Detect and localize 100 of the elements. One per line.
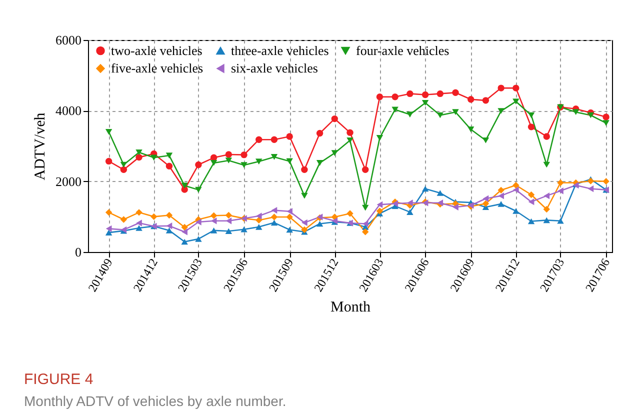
point [301, 226, 308, 234]
point [528, 124, 535, 130]
point [512, 84, 520, 92]
point [406, 209, 414, 215]
point [210, 228, 218, 234]
text: FIGURE 4 [24, 371, 94, 388]
point [346, 210, 354, 217]
y-tick-label: 6000 [56, 32, 82, 48]
point [362, 228, 369, 236]
point [105, 128, 112, 135]
point [166, 222, 172, 230]
point [467, 126, 474, 132]
point [302, 219, 308, 226]
point [362, 204, 369, 211]
point [136, 154, 142, 161]
point [210, 212, 218, 219]
point [150, 213, 158, 220]
point [346, 137, 354, 144]
point [195, 161, 202, 168]
point [210, 160, 218, 166]
point [422, 91, 429, 98]
y-tick-label: 4000 [56, 103, 82, 118]
point [543, 133, 550, 140]
point [182, 228, 188, 236]
point [181, 186, 188, 193]
point [196, 218, 202, 226]
point [602, 114, 610, 120]
point [225, 212, 232, 219]
point [406, 112, 414, 118]
point [572, 109, 580, 115]
point [498, 201, 504, 207]
point [543, 206, 550, 213]
legend-label: six-axle vehicles [231, 60, 318, 76]
point [316, 220, 324, 227]
point [376, 134, 384, 141]
point [557, 179, 564, 186]
x-axis-title: Month [330, 300, 371, 316]
point [498, 84, 504, 92]
point [362, 166, 369, 174]
point [105, 209, 112, 216]
point [392, 106, 398, 113]
point [392, 94, 398, 100]
point [270, 214, 278, 220]
point [286, 214, 293, 220]
point [225, 228, 232, 234]
point [588, 185, 594, 192]
point [210, 218, 217, 224]
point [602, 178, 610, 185]
point [482, 195, 489, 202]
point [452, 204, 458, 210]
point [543, 217, 550, 224]
point [286, 133, 293, 140]
point [436, 112, 444, 118]
point [406, 90, 414, 98]
point [136, 149, 142, 156]
point [482, 137, 490, 144]
point [136, 220, 142, 226]
text: Monthly ADTV of vehicles by axle number. [24, 393, 286, 410]
point [331, 150, 338, 156]
point [166, 152, 173, 158]
point [513, 186, 519, 194]
point [557, 218, 564, 224]
point [120, 216, 128, 223]
point [256, 224, 262, 230]
point [543, 162, 550, 168]
point [286, 226, 293, 233]
point [528, 198, 534, 206]
point [512, 182, 520, 189]
point [422, 186, 429, 192]
point [331, 115, 338, 122]
point [512, 98, 520, 104]
y-tick-label: 0 [75, 244, 82, 260]
point [422, 100, 429, 106]
point [498, 192, 504, 200]
point [240, 162, 248, 168]
point [226, 218, 232, 224]
point [467, 96, 474, 103]
legend-label: four-axle vehicles [356, 42, 450, 58]
point [256, 212, 262, 220]
point [270, 136, 278, 143]
point [166, 162, 173, 170]
legend-label: three-axle vehicles [231, 42, 329, 58]
point [136, 225, 142, 231]
point [105, 158, 112, 165]
point [316, 160, 324, 166]
point [150, 154, 158, 161]
point [106, 225, 112, 232]
point [256, 136, 262, 143]
point [270, 154, 278, 160]
point [166, 228, 173, 234]
point [271, 206, 278, 214]
point [270, 220, 278, 226]
point [528, 218, 535, 224]
point [498, 186, 504, 194]
point [181, 182, 188, 188]
point [181, 238, 188, 245]
point [195, 186, 202, 193]
point [225, 158, 232, 164]
point [256, 158, 262, 164]
point [286, 158, 293, 164]
